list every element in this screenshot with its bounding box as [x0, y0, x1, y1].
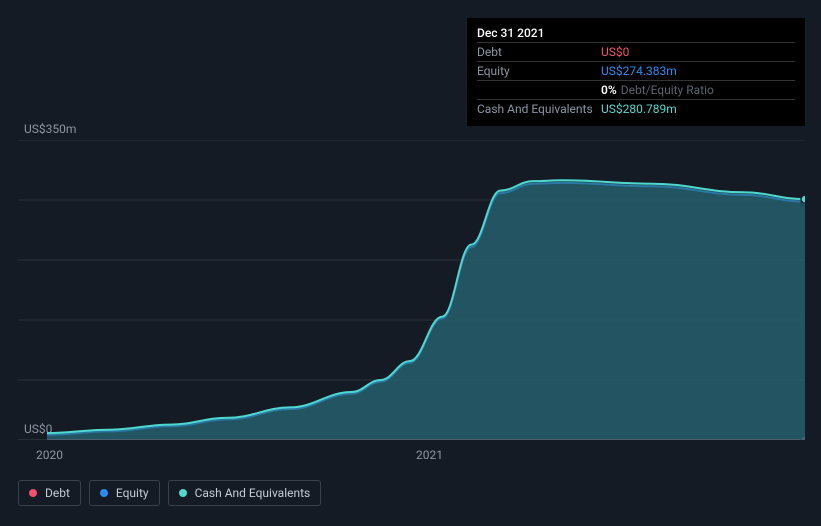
legend-label: Debt [45, 486, 70, 500]
tooltip-row-value: 0%Debt/Equity Ratio [601, 83, 795, 97]
tooltip-date: Dec 31 2021 [477, 26, 544, 40]
legend-dot-icon [100, 489, 108, 497]
tooltip-row-label [477, 83, 601, 97]
legend-dot-icon [29, 489, 37, 497]
chart-tooltip: Dec 31 2021 Debt US$0 Equity US$274.383m… [467, 18, 805, 126]
x-axis-label-1: 2021 [416, 448, 443, 462]
legend-item-cash[interactable]: Cash And Equivalents [168, 480, 322, 506]
tooltip-row-label: Debt [477, 45, 601, 59]
legend-label: Cash And Equivalents [195, 486, 311, 500]
debt-equity-chart: US$350m US$0 2020 2021 Dec 31 2021 Debt … [0, 0, 821, 526]
chart-plot-area [18, 140, 805, 440]
tooltip-row-label: Cash And Equivalents [477, 102, 601, 116]
chart-legend: Debt Equity Cash And Equivalents [18, 480, 321, 506]
tooltip-row-label: Equity [477, 64, 601, 78]
tooltip-row-value: US$280.789m [601, 102, 795, 116]
legend-item-equity[interactable]: Equity [89, 480, 160, 506]
x-axis-label-0: 2020 [36, 448, 63, 462]
legend-dot-icon [179, 489, 187, 497]
legend-label: Equity [116, 486, 149, 500]
legend-item-debt[interactable]: Debt [18, 480, 81, 506]
y-axis-label-max: US$350m [24, 122, 76, 136]
tooltip-row-value: US$274.383m [601, 64, 795, 78]
tooltip-row-value: US$0 [601, 45, 795, 59]
